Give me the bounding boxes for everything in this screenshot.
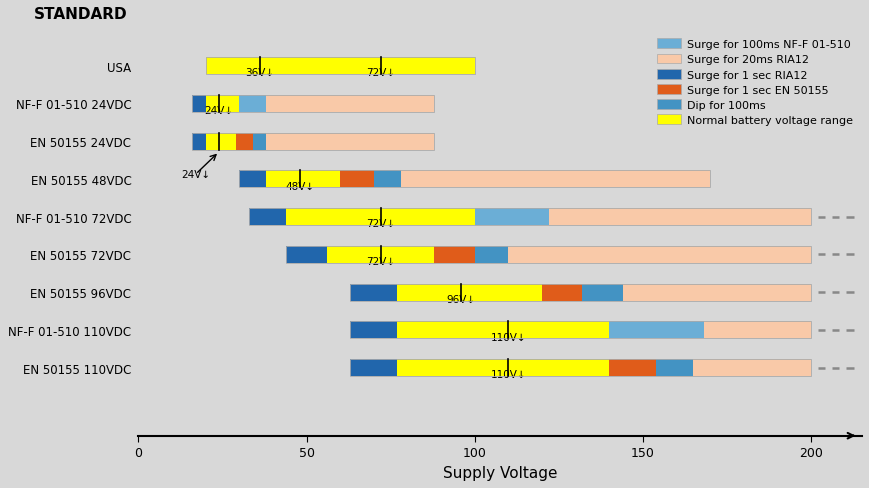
X-axis label: Supply Voltage: Supply Voltage [442, 465, 557, 480]
Text: 72V↓: 72V↓ [366, 257, 395, 266]
FancyBboxPatch shape [548, 209, 810, 226]
Text: STANDARD: STANDARD [34, 7, 127, 22]
FancyBboxPatch shape [239, 96, 266, 113]
Text: 24V↓: 24V↓ [181, 170, 210, 180]
FancyBboxPatch shape [286, 209, 474, 226]
FancyBboxPatch shape [474, 246, 507, 264]
FancyBboxPatch shape [266, 133, 434, 150]
FancyBboxPatch shape [205, 133, 235, 150]
FancyBboxPatch shape [397, 284, 541, 301]
FancyBboxPatch shape [541, 284, 581, 301]
FancyBboxPatch shape [374, 171, 401, 188]
Text: 110V↓: 110V↓ [490, 369, 526, 380]
Text: 24V↓: 24V↓ [204, 106, 234, 116]
FancyBboxPatch shape [434, 246, 474, 264]
FancyBboxPatch shape [474, 209, 548, 226]
FancyBboxPatch shape [249, 209, 286, 226]
Text: 72V↓: 72V↓ [366, 219, 395, 229]
FancyBboxPatch shape [507, 246, 810, 264]
FancyBboxPatch shape [693, 360, 810, 376]
FancyBboxPatch shape [340, 171, 374, 188]
FancyBboxPatch shape [397, 322, 608, 339]
FancyBboxPatch shape [703, 322, 810, 339]
FancyBboxPatch shape [266, 96, 434, 113]
FancyBboxPatch shape [608, 360, 656, 376]
Text: 36V↓: 36V↓ [245, 68, 274, 78]
FancyBboxPatch shape [205, 58, 474, 75]
FancyBboxPatch shape [656, 360, 693, 376]
FancyBboxPatch shape [235, 133, 253, 150]
FancyBboxPatch shape [266, 171, 340, 188]
FancyBboxPatch shape [397, 360, 608, 376]
FancyBboxPatch shape [401, 171, 709, 188]
FancyBboxPatch shape [286, 246, 327, 264]
FancyBboxPatch shape [350, 322, 397, 339]
Text: 110V↓: 110V↓ [490, 332, 526, 342]
FancyBboxPatch shape [192, 96, 205, 113]
FancyBboxPatch shape [350, 284, 397, 301]
Legend: Surge for 100ms NF-F 01-510, Surge for 20ms RIA12, Surge for 1 sec RIA12, Surge : Surge for 100ms NF-F 01-510, Surge for 2… [653, 36, 855, 129]
FancyBboxPatch shape [192, 133, 205, 150]
FancyBboxPatch shape [350, 360, 397, 376]
FancyBboxPatch shape [253, 133, 266, 150]
FancyBboxPatch shape [622, 284, 810, 301]
Text: 48V↓: 48V↓ [285, 181, 314, 191]
FancyBboxPatch shape [581, 284, 622, 301]
Text: 96V↓: 96V↓ [447, 294, 475, 304]
FancyBboxPatch shape [205, 96, 239, 113]
FancyBboxPatch shape [239, 171, 266, 188]
FancyBboxPatch shape [327, 246, 434, 264]
FancyBboxPatch shape [608, 322, 703, 339]
Text: 72V↓: 72V↓ [366, 68, 395, 78]
